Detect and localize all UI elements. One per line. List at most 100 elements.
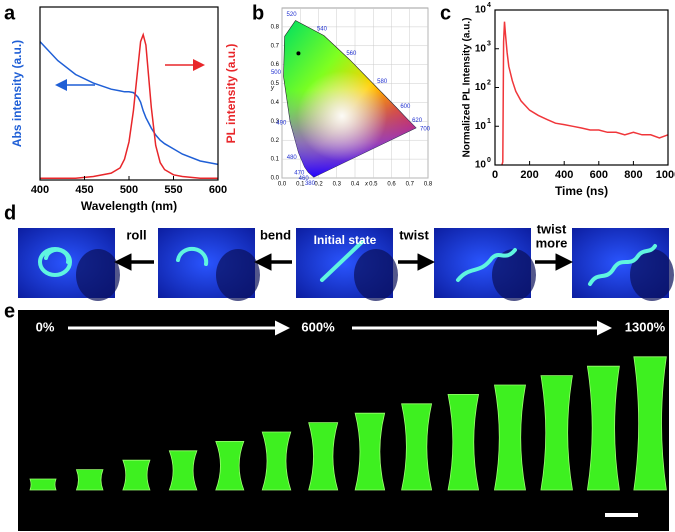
panel-label: a bbox=[4, 2, 16, 24]
y-tick-label: 10 bbox=[475, 5, 487, 16]
glove bbox=[354, 249, 398, 301]
specimen bbox=[401, 403, 433, 491]
x-tick-label: 0.0 bbox=[278, 182, 287, 188]
plot-frame bbox=[494, 9, 669, 166]
x-tick-label: 800 bbox=[624, 169, 642, 181]
y-tick-label: 0.3 bbox=[271, 119, 280, 125]
x-axis-label: Wavelength (nm) bbox=[81, 199, 177, 213]
y-tick-label: 0.2 bbox=[271, 138, 280, 144]
strain-label: 1300% bbox=[625, 319, 666, 334]
panel-label: d bbox=[4, 202, 16, 224]
x-axis-label: x bbox=[364, 182, 369, 188]
wavelength-label: 560 bbox=[346, 51, 357, 57]
x-tick-label: 500 bbox=[120, 184, 138, 196]
x-tick-label: 0.6 bbox=[387, 182, 396, 188]
specimen bbox=[75, 469, 104, 491]
panel-label: b bbox=[252, 2, 264, 24]
data-line bbox=[39, 41, 219, 166]
x-tick-label: 0.2 bbox=[314, 182, 323, 188]
x-tick-label: 0 bbox=[492, 169, 498, 181]
wavelength-label: 620 bbox=[412, 118, 423, 124]
x-axis-label: Time (ns) bbox=[555, 184, 608, 198]
wavelength-label: 490 bbox=[276, 121, 287, 127]
fiber bbox=[320, 240, 364, 282]
y-tick-label: 0.0 bbox=[271, 176, 280, 182]
specimen bbox=[261, 431, 292, 491]
fiber bbox=[456, 248, 517, 282]
y-tick-label: 0.5 bbox=[271, 81, 280, 87]
panel-label: c bbox=[440, 2, 451, 24]
wavelength-label: 480 bbox=[287, 155, 298, 161]
wavelength-label: 540 bbox=[317, 26, 328, 32]
photo-strain bbox=[18, 310, 669, 531]
x-tick-label: 600 bbox=[209, 184, 227, 196]
y-tick-label: 10 bbox=[475, 43, 487, 54]
y-tick-label: 0.6 bbox=[271, 62, 280, 68]
x-tick-label: 400 bbox=[31, 184, 49, 196]
x-tick-label: 600 bbox=[590, 169, 608, 181]
x-tick-label: 0.1 bbox=[296, 182, 305, 188]
fiber bbox=[588, 244, 657, 286]
y-tick-label: 0.8 bbox=[271, 24, 280, 30]
y-axis-label: y bbox=[270, 86, 275, 92]
wavelength-label: 380 bbox=[305, 181, 316, 187]
wavelength-label: 600 bbox=[400, 104, 411, 110]
specimen bbox=[633, 356, 667, 491]
fiber bbox=[38, 247, 73, 277]
locus-shading bbox=[283, 20, 417, 178]
specimen bbox=[122, 459, 151, 491]
y-tick-label: 10 bbox=[475, 121, 487, 132]
wavelength-label: 520 bbox=[287, 12, 298, 18]
specimen bbox=[494, 384, 526, 491]
arrow-label: twist bbox=[537, 221, 567, 236]
specimen bbox=[586, 365, 620, 491]
y-tick-label: 0.1 bbox=[271, 157, 280, 163]
specimen bbox=[215, 441, 245, 491]
glove bbox=[76, 249, 120, 301]
y-tick-label: 0.7 bbox=[271, 43, 280, 49]
x-tick-label: 0.4 bbox=[351, 182, 360, 188]
specimen bbox=[29, 478, 57, 491]
plot-frame bbox=[39, 6, 219, 181]
specimen bbox=[354, 412, 386, 491]
data-line bbox=[501, 21, 669, 166]
y-tick-exponent: 4 bbox=[487, 2, 491, 9]
specimen bbox=[447, 394, 480, 491]
arrow-label: roll bbox=[126, 227, 146, 242]
x-tick-label: 0.3 bbox=[333, 182, 342, 188]
x-tick-label: 0.8 bbox=[424, 182, 433, 188]
wavelength-label: 470 bbox=[294, 170, 305, 176]
x-tick-label: 400 bbox=[555, 169, 573, 181]
arrow-label: bend bbox=[260, 227, 291, 242]
scale-bar bbox=[605, 513, 638, 517]
y-tick-label: 10 bbox=[475, 82, 487, 93]
x-tick-label: 450 bbox=[75, 184, 93, 196]
specimen bbox=[540, 375, 573, 491]
strain-label: 0% bbox=[36, 319, 55, 334]
glove bbox=[492, 249, 536, 301]
y-tick-exponent: 2 bbox=[487, 79, 491, 86]
arrow-label: more bbox=[536, 235, 568, 250]
data-line bbox=[40, 32, 218, 180]
x-tick-label: 1000 bbox=[656, 169, 675, 181]
strain-label: 600% bbox=[301, 319, 335, 334]
specimen bbox=[308, 422, 339, 491]
y2-axis-label: PL intensity (a.u.) bbox=[224, 44, 238, 144]
y-tick-exponent: 0 bbox=[487, 157, 491, 164]
glove bbox=[630, 249, 674, 301]
wavelength-label: 580 bbox=[377, 79, 388, 85]
photo-label: Initial state bbox=[314, 233, 377, 247]
specimen bbox=[168, 450, 198, 491]
wavelength-label: 500 bbox=[271, 70, 282, 76]
y-axis-label: Abs intensity (a.u.) bbox=[10, 40, 24, 147]
color-coordinate bbox=[296, 51, 301, 56]
y-tick-label: 0.4 bbox=[271, 100, 280, 106]
glove bbox=[216, 249, 260, 301]
y-axis-label: Normalized PL Intensity (a.u.) bbox=[462, 18, 473, 158]
y-tick-exponent: 3 bbox=[487, 41, 491, 48]
wavelength-label: 700 bbox=[420, 127, 431, 133]
panel-label: e bbox=[4, 300, 15, 322]
fiber bbox=[176, 246, 209, 266]
x-tick-label: 550 bbox=[164, 184, 182, 196]
